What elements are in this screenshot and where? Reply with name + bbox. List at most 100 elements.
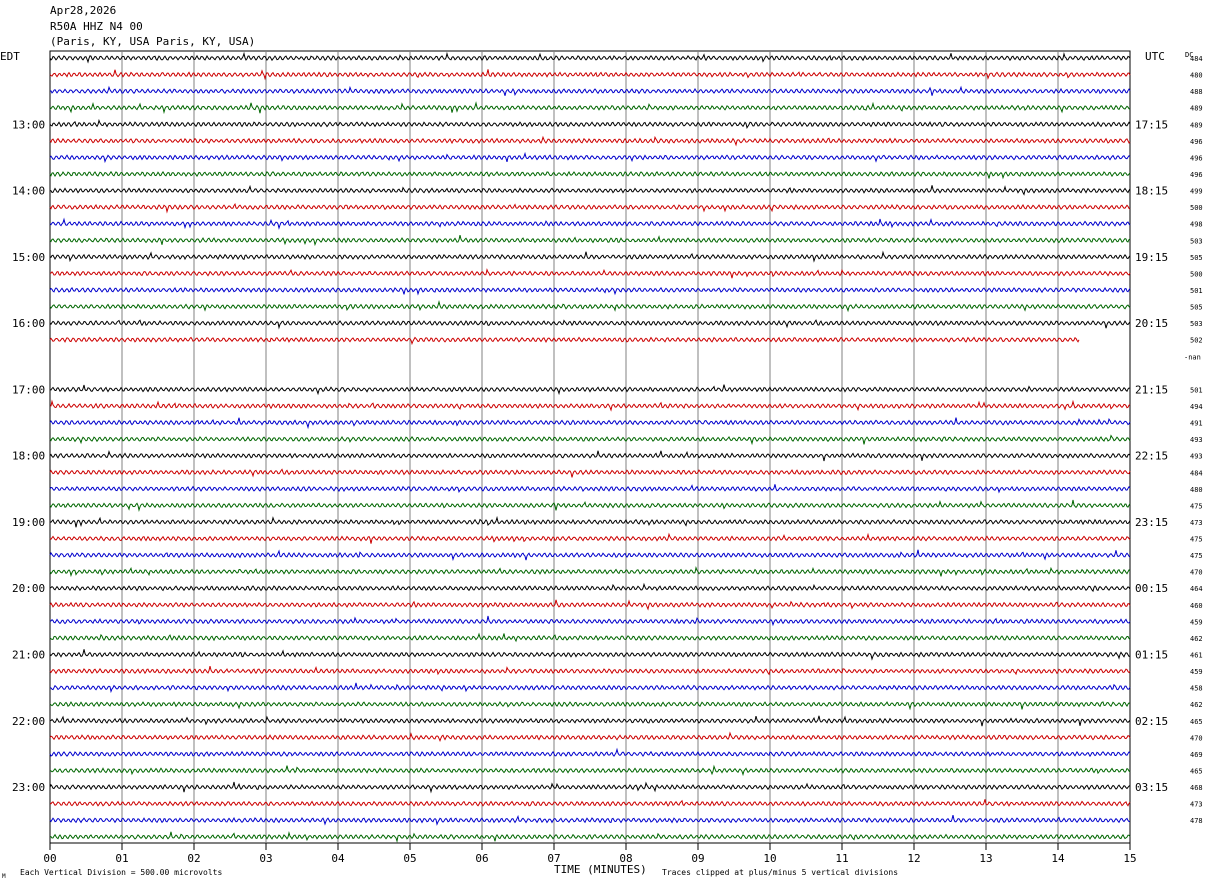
dc-offset-label: 493 — [1190, 453, 1203, 461]
x-tick-label: 13 — [979, 852, 992, 865]
trace-line — [49, 632, 1131, 643]
header-location: (Paris, KY, USA Paris, KY, USA) — [50, 35, 256, 48]
x-tick-label: 05 — [403, 852, 416, 865]
dc-offset-label: 459 — [1190, 618, 1203, 626]
trace-line — [49, 384, 1131, 396]
trace-line — [49, 615, 1131, 627]
left-time-label: 18:00 — [12, 450, 45, 463]
dc-offset-label: 500 — [1190, 204, 1203, 212]
dc-offset-label: 475 — [1190, 552, 1203, 560]
left-time-label: 17:00 — [12, 383, 45, 396]
trace-line — [49, 85, 1131, 97]
left-time-label: 22:00 — [12, 715, 45, 728]
dc-offset-label: 499 — [1190, 188, 1203, 196]
trace-line — [49, 549, 1131, 562]
trace-line — [49, 682, 1131, 694]
trace-line — [49, 450, 1131, 462]
dc-offset-label: 491 — [1190, 420, 1203, 428]
dc-offset-label: 488 — [1190, 88, 1203, 96]
trace-line — [49, 532, 1131, 544]
trace-line — [49, 268, 1131, 279]
right-time-label: 23:15 — [1135, 516, 1168, 529]
dc-offset-label: 501 — [1190, 386, 1203, 394]
trace-line — [49, 170, 1131, 180]
dc-offset-label: 496 — [1190, 138, 1203, 146]
right-time-label: 02:15 — [1135, 715, 1168, 728]
left-time-label: 19:00 — [12, 516, 45, 529]
dc-offset-label: 505 — [1190, 254, 1203, 262]
x-axis-title: TIME (MINUTES) — [554, 863, 647, 876]
trace-line — [49, 69, 1131, 81]
dc-offset-label: 496 — [1190, 171, 1203, 179]
header-date: Apr28,2026 — [50, 4, 117, 17]
dc-offset-label: 470 — [1190, 569, 1203, 577]
trace-line — [49, 814, 1131, 826]
right-time-label: 19:15 — [1135, 251, 1168, 264]
left-time-label: 21:00 — [12, 649, 45, 662]
trace-line — [49, 566, 1131, 578]
trace-line — [49, 151, 1131, 164]
trace-line — [49, 582, 1131, 593]
dc-offset-label: 489 — [1190, 105, 1203, 113]
right-time-label: 20:15 — [1135, 317, 1168, 330]
right-time-label: 00:15 — [1135, 582, 1168, 595]
trace-line — [49, 665, 1131, 676]
dc-offset-label: 460 — [1190, 602, 1203, 610]
trace-line — [49, 764, 1131, 777]
dc-offset-label: 503 — [1190, 237, 1203, 245]
left-time-label: 23:00 — [12, 781, 45, 794]
dc-offset-label: 461 — [1190, 652, 1203, 660]
trace-line — [49, 799, 1131, 807]
trace-line — [49, 599, 1131, 611]
right-zone-label: UTC — [1145, 50, 1165, 63]
dc-offset-label: 459 — [1190, 668, 1203, 676]
dc-offset-label: 465 — [1190, 768, 1203, 776]
trace-line — [49, 484, 1131, 494]
dc-offset-label: 458 — [1190, 685, 1203, 693]
dc-offset-label: 484 — [1190, 469, 1203, 477]
trace-line — [49, 319, 1131, 330]
dc-offset-label: 480 — [1190, 486, 1203, 494]
dc-offset-label: 469 — [1190, 751, 1203, 759]
right-time-label: 03:15 — [1135, 781, 1168, 794]
trace-line — [49, 135, 1131, 147]
trace-line — [49, 101, 1131, 115]
right-time-label: 18:15 — [1135, 185, 1168, 198]
trace-line — [49, 649, 1131, 661]
trace-line — [49, 499, 1131, 512]
trace-group — [49, 51, 1131, 843]
axis-label-group: EDT UTC DC TIME (MINUTES) Each Vertical … — [0, 50, 1203, 880]
dc-offset-label: 462 — [1190, 635, 1203, 643]
x-tick-label: 14 — [1051, 852, 1065, 865]
x-tick-label: 09 — [691, 852, 704, 865]
dc-offset-label: 502 — [1190, 337, 1203, 345]
trace-line — [49, 203, 1131, 214]
trace-line — [49, 51, 1131, 64]
trace-line — [49, 118, 1131, 129]
right-time-label: 01:15 — [1135, 649, 1168, 662]
left-time-label: 20:00 — [12, 582, 45, 595]
dc-offset-label: 496 — [1190, 154, 1203, 162]
dc-offset-label: 478 — [1190, 817, 1203, 825]
trace-line — [49, 731, 1131, 743]
dc-offset-label: 470 — [1190, 734, 1203, 742]
plot-frame — [49, 50, 1131, 844]
x-tick-label: 11 — [835, 852, 848, 865]
header-station: R50A HHZ N4 00 — [50, 20, 143, 33]
trace-line — [49, 300, 1131, 313]
trace-line — [49, 515, 1131, 528]
dc-offset-label: 473 — [1190, 519, 1203, 527]
dc-offset-label: 468 — [1190, 784, 1203, 792]
x-tick-label: 04 — [331, 852, 345, 865]
x-tick-label: 03 — [259, 852, 272, 865]
trace-line — [49, 701, 1131, 711]
x-tick-label: 08 — [619, 852, 632, 865]
clip-note: Traces clipped at plus/minus 5 vertical … — [662, 868, 898, 877]
dc-offset-label: 501 — [1190, 287, 1203, 295]
trace-line — [49, 417, 1131, 430]
x-tick-label: 06 — [475, 852, 488, 865]
trace-line — [49, 715, 1131, 727]
dc-label: DC — [1185, 51, 1193, 59]
dc-offset-label: 484 — [1190, 55, 1203, 63]
trace-line — [49, 234, 1131, 247]
